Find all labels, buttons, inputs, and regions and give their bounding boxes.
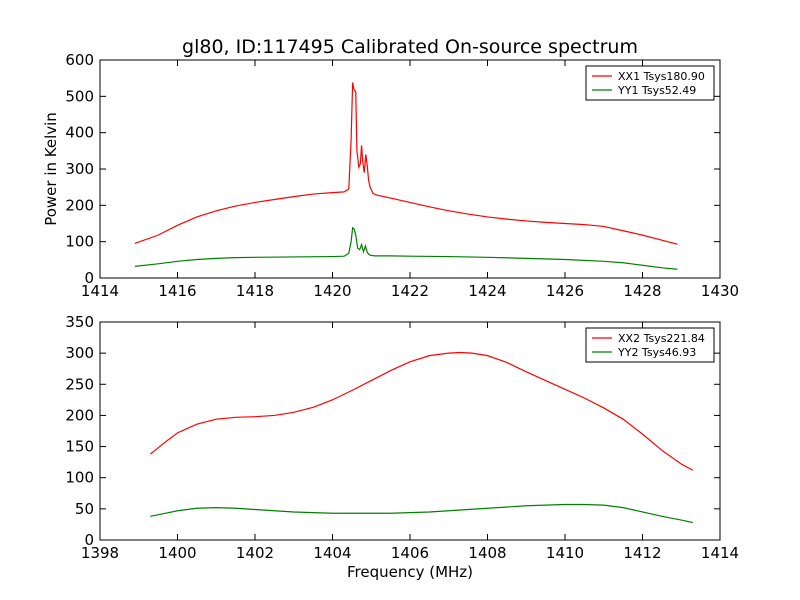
y-tick-label: 100 (65, 233, 94, 251)
legend-box (585, 65, 715, 101)
y-tick-label: 350 (65, 313, 94, 331)
series-line-xx2 (149, 351, 694, 471)
x-tick-label: 1420 (313, 282, 351, 300)
y-tick-label: 300 (65, 160, 94, 178)
y-tick-label: 150 (65, 438, 94, 456)
y-tick-label: 300 (65, 344, 94, 362)
legend-entry: XX2 Tsys221.84 (618, 332, 705, 345)
x-tick-label: 1424 (468, 282, 506, 300)
y-tick-label: 0 (84, 531, 94, 549)
x-tick-label: 1414 (701, 544, 739, 562)
x-tick-label: 1400 (158, 544, 196, 562)
y-tick-label: 0 (84, 269, 94, 287)
series-line-yy1 (134, 226, 678, 270)
x-tick-label: 1412 (623, 544, 661, 562)
y-tick-label: 500 (65, 87, 94, 105)
chart-title: gl80, ID:117495 Calibrated On-source spe… (182, 36, 638, 58)
legend-box (585, 327, 715, 363)
x-tick-label: 1398 (81, 544, 119, 562)
y-tick-label: 200 (65, 196, 94, 214)
x-tick-label: 1404 (313, 544, 351, 562)
x-tick-label: 1428 (623, 282, 661, 300)
x-tick-label: 1408 (468, 544, 506, 562)
legend-entry: XX1 Tsys180.90 (618, 70, 705, 83)
x-tick-label: 1430 (701, 282, 739, 300)
x-tick-label: 1426 (546, 282, 584, 300)
y-tick-label: 250 (65, 375, 94, 393)
y-tick-label: 50 (75, 500, 94, 518)
x-tick-label: 1402 (236, 544, 274, 562)
y-tick-label: 400 (65, 124, 94, 142)
x-tick-label: 1418 (236, 282, 274, 300)
bottom-spectrum-panel: 1398 1400 1402 1404 1406 1408 1410 1412 1414 0 50 1… (65, 313, 739, 562)
x-tick-label: 1416 (158, 282, 196, 300)
y-axis-label: Power in Kelvin (42, 112, 60, 226)
x-axis-label: Frequency (MHz) (347, 563, 473, 581)
y-tick-label: 100 (65, 469, 94, 487)
x-tick-label: 1406 (391, 544, 429, 562)
y-tick-label: 600 (65, 51, 94, 69)
series-line-yy2 (150, 503, 693, 524)
x-tick-label: 1414 (81, 282, 119, 300)
x-tick-label: 1410 (546, 544, 584, 562)
series-line-xx1 (134, 82, 678, 245)
legend-entry: YY1 Tsys52.49 (617, 84, 696, 97)
x-tick-label: 1422 (391, 282, 429, 300)
top-spectrum-panel: 1414 1416 1418 1420 1422 1424 1426 1428 1430 0 100… (65, 51, 739, 300)
y-tick-label: 200 (65, 406, 94, 424)
legend-entry: YY2 Tsys46.93 (617, 346, 696, 359)
